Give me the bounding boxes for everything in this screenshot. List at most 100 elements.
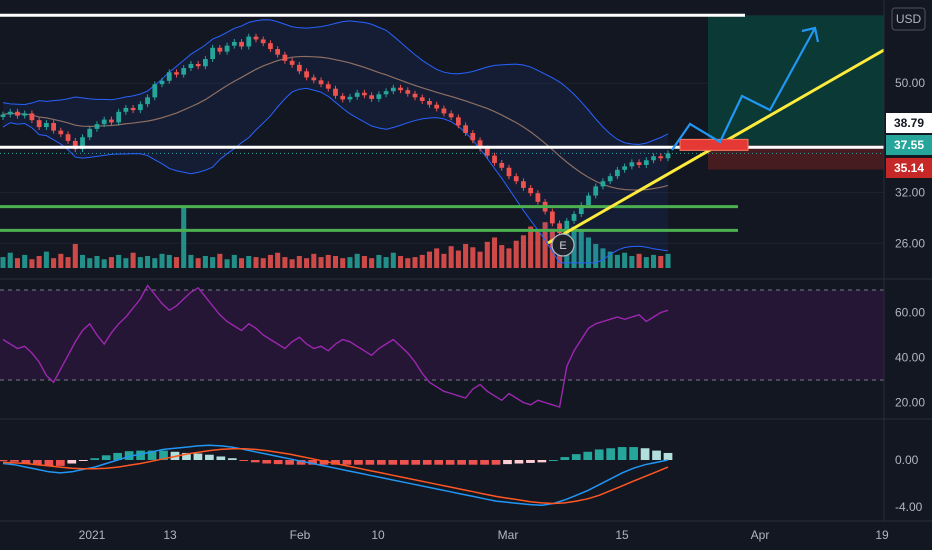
time-axis[interactable]: 2021 13 Feb 10 Mar 15 Apr 19 — [79, 528, 889, 542]
candle-body — [629, 162, 635, 167]
macd-histogram-bar — [388, 460, 398, 465]
macd-histogram-bar — [78, 460, 88, 461]
volume-bar — [29, 259, 35, 268]
macd-histogram-bar — [422, 460, 432, 465]
candle-body — [434, 104, 440, 109]
rsi-tick: 60.00 — [895, 306, 925, 320]
candle-body — [43, 123, 49, 128]
candle-body — [593, 186, 599, 196]
currency-box[interactable] — [891, 7, 926, 31]
volume-bar — [123, 258, 129, 268]
candle-body — [109, 119, 114, 123]
macd-histogram-bar — [136, 450, 145, 460]
candle-body — [636, 162, 642, 165]
price-badge-top-text: 38.79 — [894, 116, 924, 130]
volume-bar — [130, 252, 136, 268]
bollinger-basis — [2, 55, 669, 191]
candle-body — [405, 90, 411, 94]
volume-bar — [58, 253, 64, 268]
candle-body — [571, 214, 577, 221]
price-badge-top: 38.79 — [886, 113, 932, 133]
candle-body — [376, 94, 382, 99]
rsi-band-fill — [0, 290, 884, 380]
macd-histogram-bar — [377, 460, 386, 465]
volume-bar — [340, 258, 346, 268]
volume-bar — [14, 258, 20, 268]
candle-body — [116, 111, 122, 123]
macd-histogram-bar — [159, 450, 168, 460]
price-badge-current: 37.55 — [886, 135, 932, 155]
volume-bar — [231, 254, 237, 268]
volume-bar — [491, 237, 498, 268]
candle-body — [268, 43, 273, 50]
macd-histogram-bar — [285, 460, 294, 465]
earnings-circle[interactable] — [551, 233, 575, 257]
volume-bar — [224, 259, 230, 268]
macd-histogram-bar — [44, 460, 54, 466]
volume-bar — [477, 251, 483, 268]
rsi-tick: 40.00 — [895, 351, 925, 365]
volume-bar — [412, 257, 418, 268]
candle-body — [65, 134, 71, 141]
macd-histogram-bar — [399, 460, 409, 465]
bollinger-lower — [2, 87, 669, 264]
projection-path — [671, 27, 816, 151]
candle-body — [513, 176, 519, 182]
macd-histogram-bar — [434, 460, 444, 465]
candle-body — [304, 71, 309, 78]
volume-bar — [455, 250, 461, 268]
macd-histogram-bar — [480, 460, 489, 465]
volume-bar — [441, 253, 447, 268]
bollinger-upper — [2, 19, 669, 145]
macd-histogram-bar — [262, 460, 272, 464]
candle-body — [51, 123, 56, 131]
volume-bar — [383, 257, 389, 268]
time-tick: 19 — [875, 528, 889, 542]
candle-body — [665, 153, 671, 159]
candle-body — [651, 156, 656, 161]
macd-panel[interactable] — [0, 444, 673, 506]
candle-body — [239, 41, 244, 47]
time-tick: 10 — [371, 528, 385, 542]
volume-bar — [246, 256, 252, 268]
volume-bar — [448, 246, 454, 268]
volume-bar — [318, 257, 324, 268]
volume-bar — [506, 248, 512, 268]
rsi-panel[interactable] — [0, 284, 884, 408]
earnings-marker[interactable]: E — [551, 233, 575, 257]
volume-bar — [325, 254, 331, 268]
macd-line — [2, 444, 669, 506]
candle-body — [419, 97, 425, 102]
target-stop-zones — [0, 15, 884, 170]
candle-body — [477, 140, 483, 149]
macd-tick: -4.00 — [895, 500, 923, 514]
volume-bar — [426, 251, 432, 268]
volume-bar — [7, 252, 13, 268]
volume-bar — [398, 256, 404, 268]
macd-histogram-bar — [411, 460, 421, 465]
macd-histogram-bar — [147, 450, 157, 460]
macd-histogram-bar — [503, 460, 512, 465]
volume-bar — [513, 240, 519, 268]
candle-body — [130, 107, 136, 111]
candle-body — [325, 84, 331, 89]
candle-body — [15, 111, 20, 116]
trend-drawings[interactable] — [547, 26, 885, 245]
price-axis[interactable]: USD 50.00 32.00 26.00 60.00 40.00 20.00 0.00… — [886, 7, 932, 514]
price-panel[interactable]: E — [0, 13, 885, 268]
volume-bar — [593, 244, 599, 268]
macd-histogram-bar — [560, 457, 570, 460]
volume-bar — [181, 208, 187, 268]
candle-body — [195, 63, 201, 67]
volume-bar — [499, 245, 505, 268]
volume-bar — [188, 254, 194, 268]
candle-body — [412, 93, 418, 98]
candle-body — [36, 120, 42, 128]
volume-bar — [361, 256, 367, 268]
candle-body — [282, 54, 288, 61]
volume-bar — [405, 258, 411, 268]
price-badge-stop-text: 35.14 — [894, 161, 924, 175]
candle-body — [217, 47, 223, 52]
macd-histogram-bar — [652, 450, 661, 460]
